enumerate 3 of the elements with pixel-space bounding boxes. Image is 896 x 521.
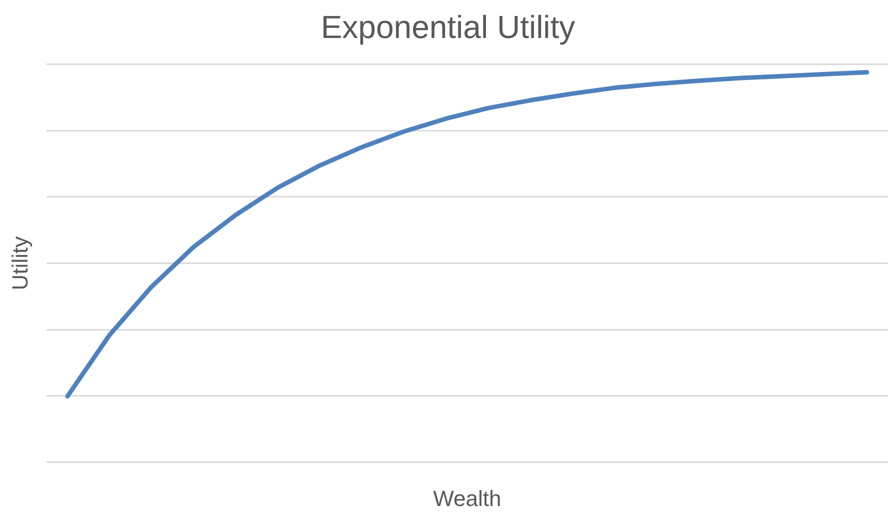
x-axis-title: Wealth	[433, 486, 502, 511]
chart-title: Exponential Utility	[320, 9, 576, 46]
y-axis-title: Utility	[7, 236, 32, 290]
